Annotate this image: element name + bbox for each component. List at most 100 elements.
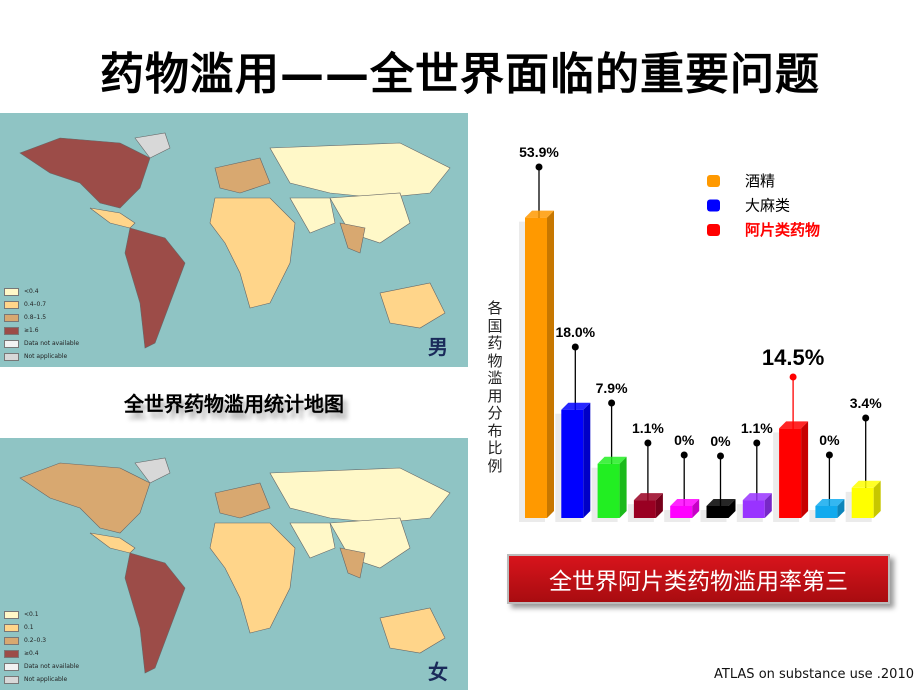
legend-item: 0.8–1.5 xyxy=(4,311,79,324)
bar-group: 1.1% xyxy=(736,420,773,522)
bar-chart: 53.9% 18.0% 7.9% 1.1% 0% 0% 1.1% 14.5% 0% 3.4% 酒精大… xyxy=(519,144,882,522)
country-region xyxy=(209,197,296,309)
bar-side xyxy=(837,499,845,518)
legend-swatch xyxy=(707,199,720,212)
bar xyxy=(851,487,874,518)
bar xyxy=(561,409,584,518)
country-region xyxy=(89,207,136,229)
legend-item: ≥1.6 xyxy=(4,324,79,337)
map-legend: <0.4 0.4–0.7 0.8–1.5 ≥1.6 Data not available… xyxy=(4,285,79,363)
bar-top xyxy=(597,456,627,464)
legend-swatch xyxy=(4,623,19,632)
pin-dot xyxy=(717,452,724,460)
country-region xyxy=(209,522,296,634)
pin-dot xyxy=(535,163,543,171)
bar-side xyxy=(583,402,591,518)
bar xyxy=(815,506,838,518)
data-label: 3.4% xyxy=(850,395,882,411)
legend-swatch xyxy=(4,287,19,296)
legend-label: Not applicable xyxy=(24,676,68,683)
country-region xyxy=(124,227,186,349)
pin-dot xyxy=(680,451,688,459)
legend-swatch xyxy=(707,224,720,236)
legend-item: Not applicable xyxy=(4,350,79,363)
legend-label: 0.4–0.7 xyxy=(24,301,47,308)
country-region xyxy=(329,517,411,569)
country-region xyxy=(19,462,151,534)
legend-label: 0.8–1.5 xyxy=(24,314,47,321)
legend-item: 0.1 xyxy=(4,621,79,634)
country-region xyxy=(214,157,271,194)
bar-side xyxy=(619,456,627,518)
legend-label: Data not available xyxy=(24,340,80,347)
bar-group: 14.5% xyxy=(762,345,824,522)
legend-item: Not applicable xyxy=(4,673,79,686)
legend-swatch xyxy=(4,352,19,361)
country-region xyxy=(379,607,446,654)
bar-side xyxy=(873,480,881,518)
legend-swatch xyxy=(4,675,19,684)
world-map-female: <0.1 0.1 0.2–0.3 ≥0.4 Data not available Not … xyxy=(0,438,468,690)
bar-top xyxy=(561,402,591,410)
legend-swatch xyxy=(4,313,19,322)
bar xyxy=(597,463,620,518)
legend-label: 阿片类药物 xyxy=(745,221,820,239)
country-region xyxy=(339,547,366,579)
bar xyxy=(670,506,693,518)
data-label: 53.9% xyxy=(519,144,559,160)
bar-side xyxy=(547,210,554,518)
world-map-graphic xyxy=(19,132,451,349)
legend-swatch xyxy=(4,610,19,619)
bar-group: 0% xyxy=(809,432,845,522)
bar xyxy=(633,500,656,518)
country-region xyxy=(19,137,151,209)
bar xyxy=(742,500,765,518)
country-region xyxy=(269,467,451,524)
world-map-male: <0.4 0.4–0.7 0.8–1.5 ≥1.6 Data not available… xyxy=(0,113,468,367)
legend-item: <0.4 xyxy=(4,285,79,298)
bar-top xyxy=(706,499,736,506)
legend-label: Data not available xyxy=(24,663,80,670)
legend-label: 0.1 xyxy=(24,624,34,631)
legend-swatch xyxy=(4,649,19,658)
bar-group: 0% xyxy=(700,433,736,522)
legend-swatch xyxy=(4,326,19,335)
country-region xyxy=(379,282,446,329)
legend-item: ≥0.4 xyxy=(4,647,79,660)
bar-group: 0% xyxy=(664,432,700,522)
y-axis-label: 各国药物滥用分布比例 xyxy=(487,299,503,475)
bar xyxy=(779,428,802,518)
country-region xyxy=(134,457,171,484)
conclusion-banner: 全世界阿片类药物滥用率第三 xyxy=(507,554,890,604)
data-label: 0% xyxy=(674,432,695,448)
legend-label: <0.1 xyxy=(24,611,39,618)
bar-top xyxy=(815,499,845,506)
bar-group: 53.9% xyxy=(519,144,559,522)
bar-group: 1.1% xyxy=(627,420,664,522)
country-region xyxy=(134,132,171,159)
data-label: 0% xyxy=(710,433,731,449)
legend-label: 酒精 xyxy=(745,172,775,190)
legend-swatch xyxy=(4,339,19,348)
data-label: 7.9% xyxy=(596,380,628,396)
legend-item: 0.2–0.3 xyxy=(4,634,79,647)
country-region xyxy=(124,552,186,674)
legend-label: 大麻类 xyxy=(745,197,790,215)
bar-top xyxy=(742,493,772,501)
country-region xyxy=(214,482,271,519)
bar-top xyxy=(779,421,809,429)
legend-item: 0.4–0.7 xyxy=(4,298,79,311)
map-legend: <0.1 0.1 0.2–0.3 ≥0.4 Data not available Not … xyxy=(4,608,79,686)
legend-swatch xyxy=(707,175,720,187)
country-region xyxy=(269,142,451,199)
country-region xyxy=(339,222,366,254)
legend-label: 0.2–0.3 xyxy=(24,637,47,644)
bar xyxy=(706,506,729,518)
source-citation: ATLAS on substance use .2010 xyxy=(714,667,914,682)
legend-label: ≥1.6 xyxy=(24,327,39,334)
legend-label: ≥0.4 xyxy=(24,650,39,657)
pin-dot xyxy=(644,439,652,447)
legend-item: Data not available xyxy=(4,337,79,350)
country-region xyxy=(89,532,136,554)
pin-dot xyxy=(753,439,761,447)
